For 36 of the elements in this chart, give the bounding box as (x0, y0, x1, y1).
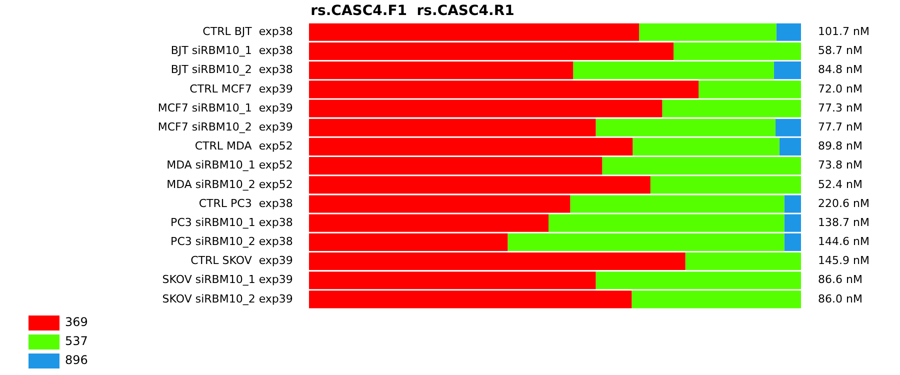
text: 101.7 nM (818, 25, 870, 38)
text: 86.6 nM (818, 273, 862, 286)
y-tick-label: PC3 siRBM10_2 exp38 (170, 235, 293, 248)
legend-label: 896 (65, 353, 88, 368)
text: 58.7 nM (818, 44, 862, 58)
text: 77.7 nM (818, 120, 862, 134)
bar (776, 23, 801, 41)
text: 144.6 nM (818, 235, 870, 248)
bar (774, 62, 801, 80)
y-tick-label: MCF7 siRBM10_1 exp39 (158, 101, 293, 114)
chart-title: rs.CASC4.F1 rs.CASC4.R1 (310, 2, 514, 19)
y-tick-label: CTRL MDA exp52 (194, 140, 293, 153)
y-tick-label: BJT siRBM10_2 exp38 (170, 63, 293, 76)
text: 145.9 nM (818, 254, 870, 268)
y-tick-label: BJT siRBM10_1 exp38 (170, 44, 293, 58)
text: 220.6 nM (818, 196, 870, 210)
y-tick-label: MDA siRBM10_2 exp52 (166, 178, 293, 191)
text: 89.8 nM (818, 140, 862, 153)
y-tick-label: PC3 siRBM10_1 exp38 (170, 216, 293, 229)
text: 72.0 nM (818, 82, 862, 96)
text: 138.7 nM (818, 216, 870, 229)
y-tick-label: SKOV siRBM10_2 exp39 (162, 292, 293, 306)
legend-label: 537 (65, 334, 88, 348)
text: 84.8 nM (818, 63, 862, 76)
y-tick-label: SKOV siRBM10_1 exp39 (162, 273, 293, 286)
text: 86.0 nM (818, 292, 862, 306)
y-tick-label: CTRL SKOV exp39 (190, 254, 293, 268)
text: 73.8 nM (818, 158, 862, 172)
text: 52.4 nM (818, 178, 862, 191)
y-tick-label: CTRL BJT exp38 (202, 25, 293, 38)
text: 77.3 nM (818, 101, 862, 114)
y-tick-label: MDA siRBM10_1 exp52 (166, 158, 293, 172)
legend-label: 369 (65, 315, 88, 330)
y-tick-label: MCF7 siRBM10_2 exp39 (158, 120, 293, 134)
y-tick-label: CTRL PC3 exp38 (198, 196, 293, 210)
y-tick-label: CTRL MCF7 exp39 (190, 82, 293, 96)
